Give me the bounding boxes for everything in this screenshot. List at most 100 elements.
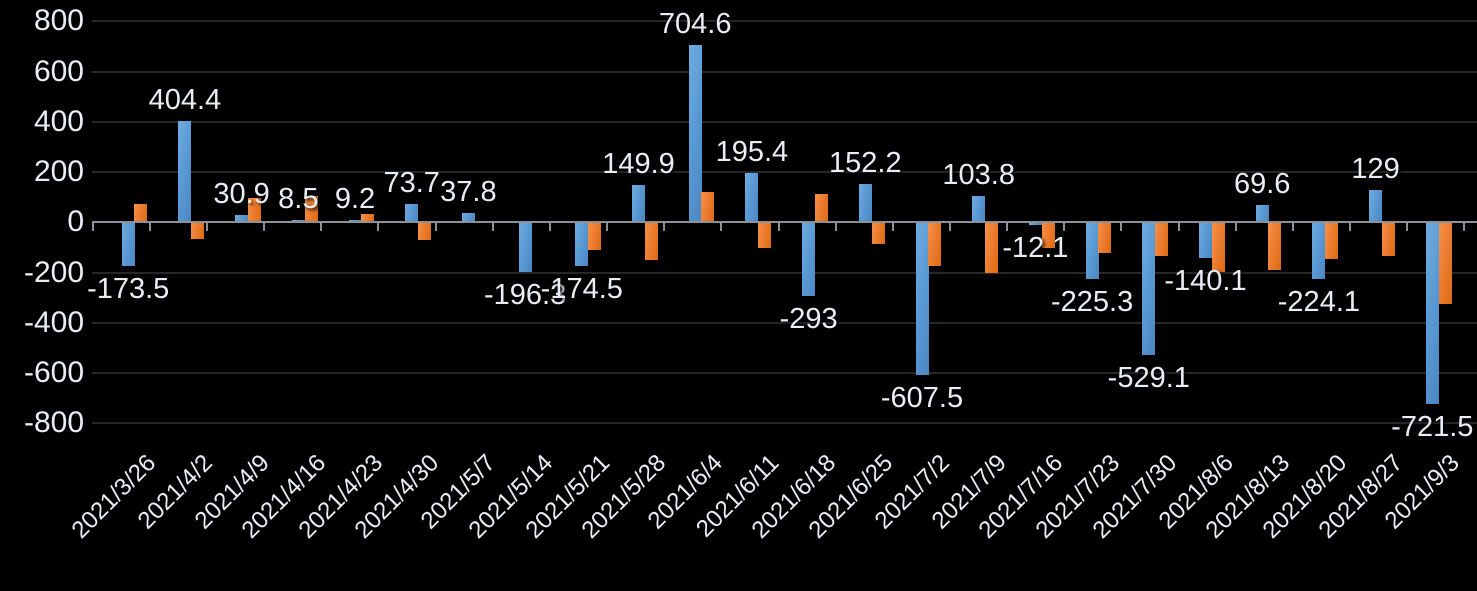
blue-bar [915, 222, 929, 376]
orange-bar [1211, 222, 1225, 272]
orange-bar [758, 222, 772, 248]
data-label: 30.9 [213, 177, 270, 210]
x-axis-tick [263, 222, 266, 232]
blue-bar [1425, 222, 1439, 404]
data-label: 152.2 [829, 147, 902, 180]
y-axis-tick-label: -800 [23, 406, 84, 440]
x-axis-tick [91, 222, 94, 232]
orange-bar [417, 222, 431, 240]
blue-bar [235, 214, 249, 223]
orange-bar [247, 197, 261, 223]
x-axis-tick [148, 222, 151, 232]
orange-bar [644, 222, 658, 260]
x-axis-tick [320, 222, 323, 232]
blue-bar [348, 220, 362, 223]
blue-bar [1199, 222, 1212, 258]
blue-bar [461, 212, 475, 223]
blue-bar [575, 222, 589, 267]
data-label: -293 [779, 303, 838, 336]
y-axis-tick-label: 200 [33, 155, 84, 189]
blue-bar [1142, 222, 1156, 356]
orange-bar [1041, 222, 1055, 249]
blue-bar [1369, 189, 1383, 223]
blue-bar [1255, 204, 1269, 223]
y-axis-tick-label: -600 [23, 356, 84, 390]
gridline [92, 20, 1477, 23]
blue-bar [802, 222, 816, 296]
y-axis-tick-label: 400 [33, 104, 84, 138]
x-axis-line [92, 221, 1477, 224]
x-axis-tick [434, 222, 437, 232]
data-label: 9.2 [334, 183, 376, 216]
data-label: -140.1 [1164, 264, 1247, 297]
data-label: 129 [1351, 152, 1400, 185]
data-label: 404.4 [148, 83, 222, 116]
orange-bar [1381, 222, 1395, 257]
blue-bar [972, 196, 986, 223]
blue-bar [121, 222, 135, 266]
gridline [92, 271, 1477, 274]
blue-bar [632, 184, 645, 223]
x-axis-tick [1406, 222, 1409, 232]
x-axis-tick [206, 222, 208, 232]
y-axis-tick-label: -200 [23, 255, 84, 289]
x-axis-tick [1234, 222, 1237, 232]
gridline [92, 321, 1477, 324]
gridline [92, 422, 1477, 425]
blue-bar [518, 222, 532, 272]
data-label: -607.5 [880, 382, 964, 415]
orange-bar [1098, 222, 1112, 253]
y-axis-tick-label: 0 [67, 205, 84, 239]
orange-bar [191, 222, 205, 239]
gridline [92, 171, 1477, 174]
blue-bar [1085, 222, 1099, 279]
x-axis-tick [377, 222, 380, 232]
orange-bar [1325, 222, 1339, 259]
gridline [92, 120, 1477, 123]
orange-bar [1438, 222, 1452, 304]
orange-bar [588, 222, 601, 250]
orange-bar [1155, 222, 1168, 257]
y-axis-tick-label: 600 [33, 54, 84, 88]
x-axis-tick [606, 222, 609, 232]
x-axis-tick [1177, 222, 1180, 232]
x-axis-tick [891, 222, 894, 232]
orange-bar [814, 194, 828, 223]
blue-bar [858, 184, 872, 223]
data-label: -224.1 [1277, 285, 1361, 318]
blue-bar [688, 45, 702, 223]
blue-bar [1312, 222, 1326, 279]
orange-bar [1268, 222, 1282, 271]
data-label: 103.8 [942, 159, 1015, 192]
data-label: -721.5 [1391, 410, 1474, 443]
orange-bar [984, 222, 998, 273]
x-axis-tick [1006, 222, 1009, 232]
orange-bar [134, 203, 148, 223]
x-axis-tick [1463, 222, 1466, 232]
orange-bar [701, 191, 715, 223]
orange-bar [304, 196, 318, 223]
data-label: -173.5 [87, 272, 170, 305]
orange-bar [361, 213, 375, 223]
blue-bar [291, 220, 305, 223]
x-axis-tick [548, 222, 551, 232]
x-axis-tick [720, 222, 723, 232]
data-label: 73.7 [383, 166, 440, 199]
blue-bar [745, 173, 759, 223]
data-label: 69.6 [1233, 167, 1291, 200]
x-axis-tick [1120, 222, 1123, 232]
x-axis-tick [948, 222, 951, 232]
gridline [92, 70, 1477, 73]
blue-bar [1028, 222, 1042, 226]
data-label: -12.1 [1002, 232, 1069, 265]
x-axis-tick [834, 222, 837, 232]
blue-bar [178, 120, 192, 223]
blue-bar [405, 203, 419, 223]
x-axis-tick [1063, 222, 1066, 232]
y-axis-tick-label: 800 [33, 4, 84, 38]
data-label: 8.5 [278, 183, 319, 216]
data-label: -225.3 [1050, 286, 1134, 318]
data-label: 195.4 [715, 136, 789, 169]
data-label: -529.1 [1107, 362, 1190, 395]
